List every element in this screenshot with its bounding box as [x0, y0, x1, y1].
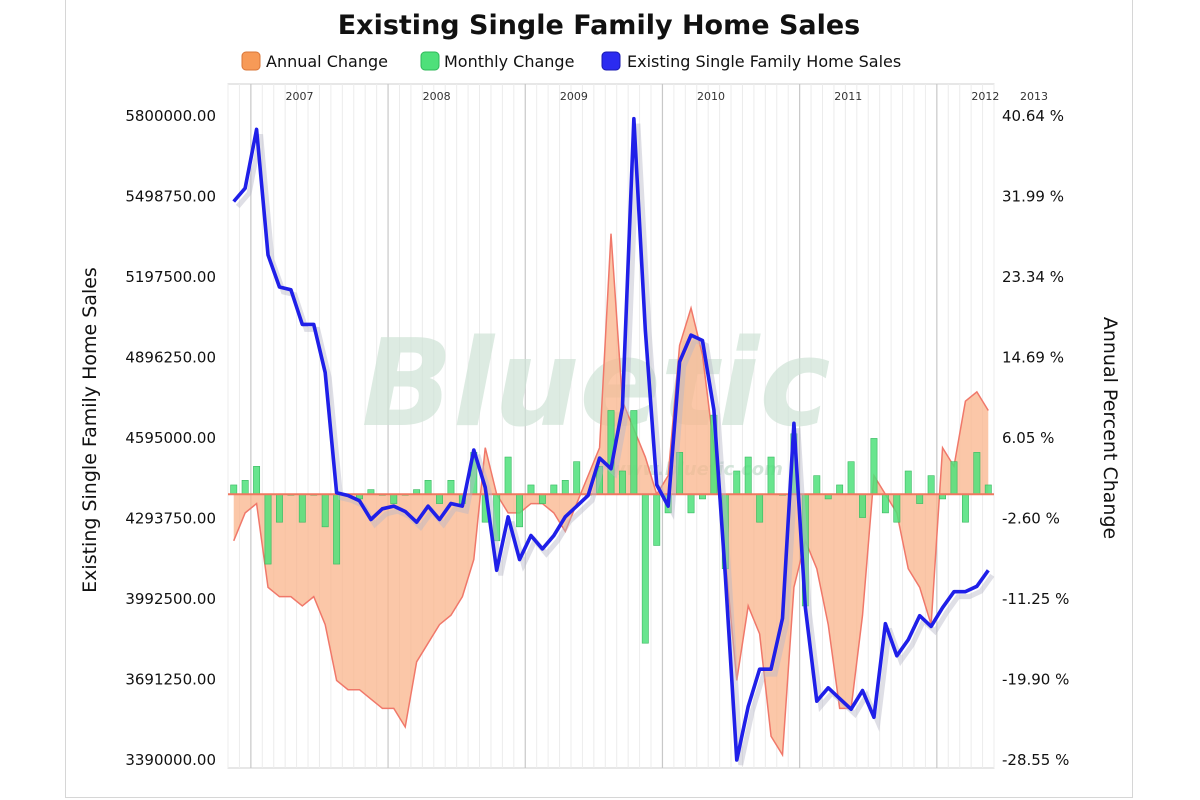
monthly-change-bar: [333, 493, 341, 565]
monthly-change-bar: [733, 470, 741, 495]
plot-area: 2007 2008 2009 2010 2011 2012 2013 5800000.00 54…: [125, 83, 1069, 769]
annual-change-outline: [233, 233, 989, 758]
x-year-label-2012: 2012: [971, 90, 999, 103]
monthly-change-bar: [813, 475, 821, 495]
y-left-tick-label: 3691250.00: [125, 671, 216, 689]
monthly-change-bar: [653, 493, 661, 546]
chart-svg: Existing Single Family Home Sales Annual…: [79, 10, 1121, 769]
y-left-tick-label: 4293750.00: [125, 510, 216, 528]
y-left-tick-label: 5800000.00: [125, 107, 216, 125]
monthly-change-bar: [527, 484, 535, 495]
monthly-change-bar: [436, 493, 443, 504]
legend-item-home-sales[interactable]: Existing Single Family Home Sales: [601, 51, 901, 71]
y-left-tick-label: 3390000.00: [125, 751, 216, 769]
y-right-tick-label: 31.99 %: [1002, 188, 1064, 206]
monthly-change-bar: [847, 461, 855, 495]
legend-label-monthly-change: Monthly Change: [444, 52, 574, 71]
monthly-change-bar: [904, 470, 912, 495]
x-year-label-2008: 2008: [423, 90, 451, 103]
monthly-change-bar: [424, 480, 432, 495]
monthly-change-bar: [950, 461, 958, 495]
x-year-label-2013: 2013: [1020, 90, 1048, 103]
legend-swatch-annual-change: [241, 51, 261, 71]
chart-title: Existing Single Family Home Sales: [338, 10, 861, 41]
monthly-change-bar: [916, 493, 924, 504]
y-right-tick-label: -19.90 %: [1002, 671, 1069, 689]
monthly-change-bar: [687, 493, 695, 514]
monthly-change-bar: [744, 456, 752, 495]
legend-swatch-monthly-change: [420, 51, 440, 71]
monthly-change-bar: [641, 493, 649, 644]
monthly-change-bar: [767, 456, 775, 495]
x-year-label-2009: 2009: [560, 90, 588, 103]
monthly-change-bar: [298, 493, 306, 523]
monthly-change-bar: [630, 410, 638, 495]
monthly-change-bar: [561, 480, 569, 495]
monthly-change-bar: [870, 438, 878, 495]
monthly-change-bar: [881, 493, 889, 514]
monthly-change-bar: [961, 493, 969, 523]
watermark-logo: Bluetic: [361, 315, 830, 454]
y-right-tick-label: 23.34 %: [1002, 268, 1064, 286]
monthly-change-bar: [390, 493, 398, 504]
legend-label-annual-change: Annual Change: [266, 52, 388, 71]
legend-label-home-sales: Existing Single Family Home Sales: [627, 52, 901, 71]
y-right-tick-label: -2.60 %: [1002, 510, 1060, 528]
monthly-change-bar: [321, 493, 329, 528]
y-right-tick-label: 6.05 %: [1002, 429, 1054, 447]
legend-item-annual-change[interactable]: Annual Change: [241, 51, 388, 71]
chart-frame: Existing Single Family Home Sales Annual…: [65, 0, 1133, 798]
y-right-tick-label: -11.25 %: [1002, 590, 1069, 608]
y-right-tick-label: 14.69 %: [1002, 349, 1064, 367]
y-right-tick-label: 40.64 %: [1002, 107, 1064, 125]
home-sales-line: [232, 116, 990, 762]
monthly-change-bar: [276, 493, 283, 523]
monthly-change-bar: [230, 484, 238, 495]
y-left-tick-label: 5498750.00: [125, 188, 216, 206]
monthly-change-bar: [253, 466, 261, 495]
monthly-change-bar: [927, 475, 935, 495]
monthly-change-bar: [618, 470, 626, 495]
monthly-change-bar: [538, 493, 546, 504]
legend-swatch-home-sales: [601, 51, 621, 71]
x-year-label-2010: 2010: [697, 90, 725, 103]
monthly-change-bar: [893, 493, 901, 523]
y-axis-left-title: Existing Single Family Home Sales: [79, 267, 101, 593]
y-left-tick-label: 4595000.00: [125, 429, 216, 447]
y-left-tick-label: 4896250.00: [125, 349, 216, 367]
monthly-change-bar: [573, 461, 581, 495]
monthly-change-bar: [984, 484, 992, 495]
x-year-label-2007: 2007: [285, 90, 313, 103]
x-year-label-2011: 2011: [834, 90, 862, 103]
y-right-tick-label: -28.55 %: [1002, 751, 1069, 769]
y-left-tick-label: 5197500.00: [125, 268, 216, 286]
monthly-change-bar: [859, 493, 866, 518]
monthly-change-bar: [447, 480, 455, 495]
y-axis-right-title: Annual Percent Change: [1099, 317, 1121, 539]
monthly-change-bar: [504, 456, 512, 495]
monthly-change-bar: [836, 484, 844, 495]
legend: Annual Change Monthly Change Existing Si…: [241, 51, 901, 71]
monthly-change-bar: [241, 480, 249, 495]
monthly-change-bar: [550, 484, 558, 495]
monthly-change-bar: [264, 493, 272, 565]
legend-item-monthly-change[interactable]: Monthly Change: [420, 51, 574, 71]
monthly-change-bar: [756, 493, 764, 523]
y-left-tick-label: 3992500.00: [125, 590, 216, 608]
monthly-change-bar: [516, 493, 523, 528]
monthly-change-bar: [973, 452, 981, 495]
